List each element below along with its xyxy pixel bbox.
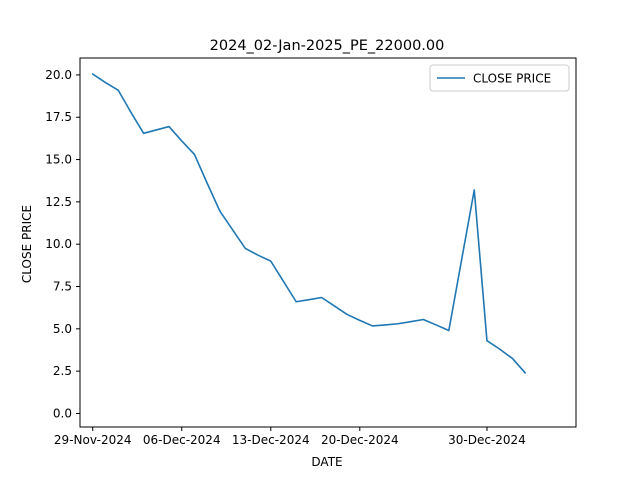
x-tick-label: 30-Dec-2024 <box>448 433 526 447</box>
legend-label: CLOSE PRICE <box>473 72 551 86</box>
y-tick-label: 17.5 <box>45 110 72 124</box>
y-tick-label: 15.0 <box>45 153 72 167</box>
x-axis-label: DATE <box>311 455 342 469</box>
y-tick-label: 2.5 <box>53 364 72 378</box>
y-tick-label: 5.0 <box>53 322 72 336</box>
plot-frame <box>79 57 577 428</box>
x-tick-label: 06-Dec-2024 <box>143 433 221 447</box>
x-tick-label: 13-Dec-2024 <box>232 433 310 447</box>
y-tick-label: 0.0 <box>53 406 72 420</box>
y-tick-label: 12.5 <box>45 195 72 209</box>
chart-title: 2024_02-Jan-2025_PE_22000.00 <box>210 38 445 54</box>
series-line <box>91 72 527 374</box>
x-tick-label: 29-Nov-2024 <box>54 433 132 447</box>
plot-area: 29-Nov-2024 06-Dec-2024 13-Dec-2024 20-Dec-… <box>45 57 577 447</box>
x-tick-label: 20-Dec-2024 <box>321 433 399 447</box>
y-axis-label: CLOSE PRICE <box>20 205 34 283</box>
legend-box <box>429 64 570 92</box>
y-tick-label: 10.0 <box>45 237 72 251</box>
legend: CLOSE PRICE <box>429 64 570 92</box>
y-tick-label: 7.5 <box>53 280 72 294</box>
y-tick-label: 20.0 <box>45 68 72 82</box>
